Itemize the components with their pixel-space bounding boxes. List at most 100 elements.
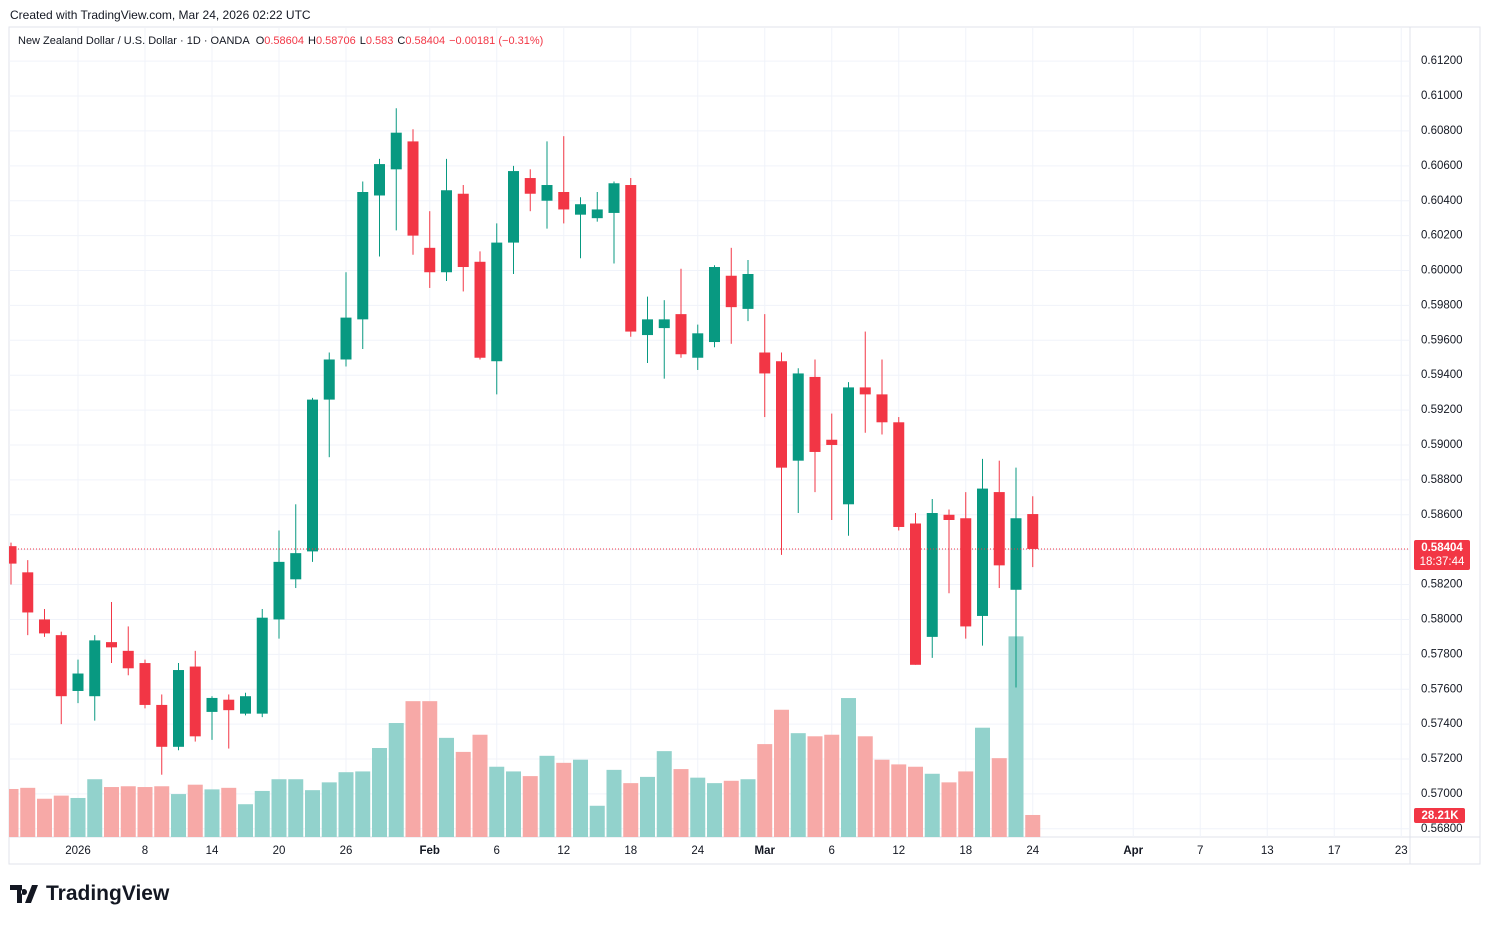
x-tick-label: 18 bbox=[624, 845, 637, 857]
volume-bar bbox=[556, 762, 572, 837]
candle-body bbox=[122, 650, 134, 669]
candle-body bbox=[189, 666, 201, 737]
candle-body bbox=[910, 523, 921, 665]
volume-bar bbox=[238, 804, 253, 837]
x-tick-label: 23 bbox=[1395, 845, 1408, 857]
volume-bar bbox=[941, 782, 957, 837]
candle-body bbox=[374, 164, 385, 196]
volume-bar bbox=[891, 764, 907, 837]
candle-body bbox=[876, 394, 888, 423]
volume-bar bbox=[120, 786, 136, 837]
volume-bar bbox=[841, 698, 856, 837]
logo-icon bbox=[10, 885, 38, 903]
candle-body bbox=[608, 183, 620, 213]
candle-body bbox=[692, 333, 704, 358]
candle-body bbox=[39, 619, 50, 634]
volume-bar bbox=[53, 795, 69, 837]
y-tick-label: 0.59200 bbox=[1421, 404, 1463, 416]
candle-body bbox=[223, 699, 235, 711]
candle-body bbox=[859, 387, 871, 395]
last-price-box bbox=[1414, 539, 1470, 570]
volume-bar bbox=[656, 751, 672, 837]
volume-bar bbox=[857, 736, 873, 837]
volume-bar bbox=[104, 787, 119, 837]
y-tick-label: 0.59000 bbox=[1421, 439, 1463, 451]
volume-bar bbox=[288, 779, 304, 837]
candle-body bbox=[139, 663, 151, 705]
volume-bar bbox=[1025, 814, 1041, 837]
x-tick-label: 12 bbox=[892, 845, 905, 857]
candle-body bbox=[591, 209, 603, 219]
candle-body bbox=[776, 361, 787, 468]
ohlc-value: 0.58404 bbox=[405, 35, 446, 47]
volume-bar bbox=[372, 748, 387, 837]
volume-bar bbox=[70, 797, 86, 837]
volume-bar bbox=[137, 787, 153, 837]
candle-body bbox=[893, 422, 905, 527]
candle-body bbox=[675, 314, 687, 355]
volume-bar bbox=[154, 786, 170, 837]
y-tick-label: 0.61000 bbox=[1421, 90, 1463, 102]
candle-body bbox=[541, 185, 553, 201]
y-tick-label: 0.59600 bbox=[1421, 334, 1463, 346]
logo: TradingView bbox=[10, 882, 169, 906]
candle-body bbox=[173, 670, 184, 747]
ohlc-value: 0.583 bbox=[365, 35, 394, 47]
x-tick-label: 8 bbox=[142, 845, 148, 857]
volume-bar bbox=[673, 769, 689, 837]
created-note: Created with TradingView.com, Mar 24, 20… bbox=[10, 8, 311, 22]
candle-body bbox=[524, 178, 536, 194]
candle-body bbox=[390, 132, 402, 170]
x-tick-label: 13 bbox=[1261, 845, 1274, 857]
volume-bar bbox=[87, 779, 103, 837]
candle-body bbox=[508, 171, 519, 243]
volume-bar bbox=[774, 709, 789, 837]
candle-body bbox=[826, 439, 838, 445]
candle-body bbox=[206, 697, 218, 712]
y-tick-label: 0.58600 bbox=[1421, 509, 1463, 521]
volume-bar bbox=[740, 779, 756, 837]
volume-bar bbox=[20, 787, 36, 837]
volume-bar bbox=[221, 787, 237, 837]
volume-bar bbox=[522, 776, 538, 837]
candle-body bbox=[323, 359, 335, 400]
candle-body bbox=[156, 704, 168, 747]
ohlc-letter: O bbox=[255, 35, 265, 47]
candle-body bbox=[441, 190, 452, 273]
volume-bar bbox=[204, 789, 220, 837]
candle-body bbox=[759, 352, 771, 374]
volume-bar bbox=[790, 733, 806, 837]
y-tick-label: 0.60800 bbox=[1421, 125, 1463, 137]
candle-body bbox=[273, 561, 285, 620]
y-tick-label: 0.58000 bbox=[1421, 613, 1463, 625]
volume-bar bbox=[807, 736, 823, 837]
candle-body bbox=[307, 399, 318, 552]
candle-body bbox=[474, 261, 486, 358]
x-tick-label: 24 bbox=[691, 845, 704, 857]
candle-body bbox=[658, 319, 670, 329]
candle-body bbox=[357, 191, 369, 320]
volume-bar bbox=[388, 723, 404, 837]
y-tick-label: 0.57000 bbox=[1421, 788, 1463, 800]
x-tick-label: 7 bbox=[1197, 845, 1203, 857]
volume-bar bbox=[405, 701, 421, 837]
y-tick-label: 0.58800 bbox=[1421, 474, 1463, 486]
candle-body bbox=[106, 642, 117, 648]
y-tick-label: 0.58200 bbox=[1421, 579, 1463, 591]
candle-body bbox=[792, 373, 804, 461]
volume-bar bbox=[723, 780, 739, 837]
volume-bar bbox=[640, 776, 655, 837]
axes: 0.56800 0.57000 0.57200 0.57400 0.57600 0.578… bbox=[9, 55, 1470, 857]
x-tick-label: 17 bbox=[1328, 845, 1341, 857]
x-tick-label: 6 bbox=[829, 845, 835, 857]
candle-body bbox=[491, 242, 503, 362]
x-tick-label: 20 bbox=[273, 845, 286, 857]
y-tick-label: 0.57400 bbox=[1421, 718, 1463, 730]
x-tick-label: 14 bbox=[206, 845, 219, 857]
candle-body bbox=[625, 185, 637, 332]
candle-body bbox=[22, 572, 34, 613]
x-tick-label: 6 bbox=[494, 845, 500, 857]
legend-header: New Zealand Dollar / U.S. Dollar · 1D · … bbox=[18, 35, 547, 47]
candle-body bbox=[725, 275, 737, 308]
